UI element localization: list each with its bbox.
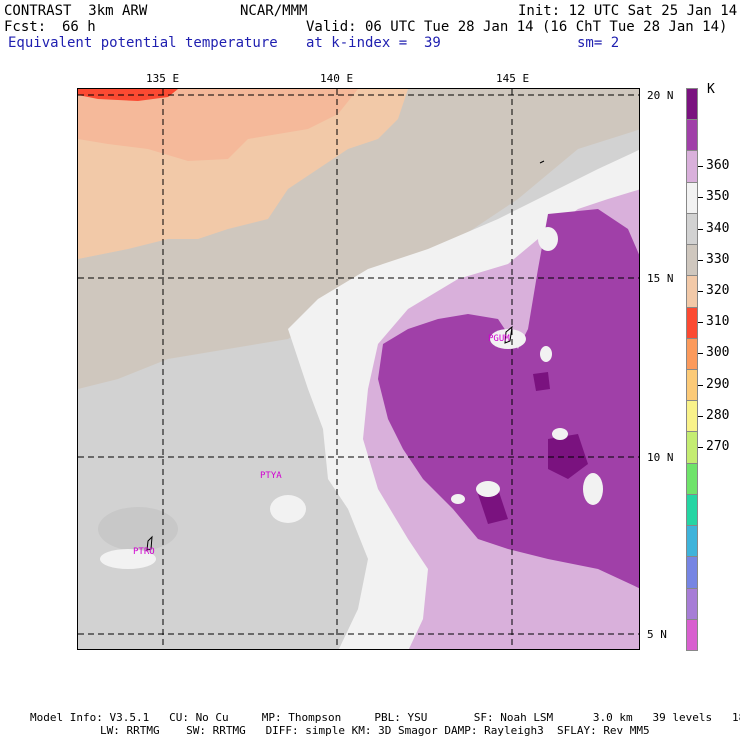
lat-lon-grid bbox=[78, 89, 639, 649]
footer-model-info: Model Info: V3.5.1 CU: No Cu MP: Thompso… bbox=[30, 711, 740, 724]
legend-swatch bbox=[686, 587, 698, 620]
legend-swatch bbox=[686, 525, 698, 558]
level-label: at k-index = 39 bbox=[306, 35, 441, 51]
field-grey-blob-1 bbox=[98, 507, 178, 551]
lat-label-20: 20 N bbox=[647, 89, 674, 102]
field-island-1 bbox=[490, 329, 526, 349]
legend-swatch bbox=[686, 306, 698, 339]
lat-label-15: 15 N bbox=[647, 272, 674, 285]
footer-physics-info: LW: RRTMG SW: RRTMG DIFF: simple KM: 3D … bbox=[100, 724, 650, 737]
legend-label: 270 bbox=[706, 439, 730, 455]
station-ptya: PTYA bbox=[260, 471, 282, 481]
map-field-svg bbox=[78, 89, 639, 649]
field-island-2 bbox=[540, 346, 552, 362]
coastline-small-1 bbox=[539, 160, 545, 164]
legend-tick bbox=[698, 259, 703, 261]
legend-swatch bbox=[686, 618, 698, 651]
legend-unit: K bbox=[707, 82, 715, 97]
legend-swatch bbox=[686, 181, 698, 214]
legend-swatch bbox=[686, 119, 698, 152]
station-pgum: PGUM bbox=[488, 334, 510, 344]
legend-tick bbox=[698, 384, 703, 386]
smoothing-label: sm= 2 bbox=[577, 35, 620, 51]
field-island-6 bbox=[538, 227, 558, 251]
legend-label: 340 bbox=[706, 220, 730, 236]
field-dark-patch-3 bbox=[533, 372, 550, 391]
model-title: CONTRAST 3km ARW bbox=[4, 3, 148, 19]
legend-swatch bbox=[686, 212, 698, 246]
field-island-5 bbox=[552, 428, 568, 440]
legend-swatch bbox=[686, 462, 698, 495]
coastline-guam bbox=[504, 325, 513, 344]
legend-tick bbox=[698, 166, 703, 168]
legend-swatch bbox=[686, 493, 698, 527]
valid-time: Valid: 06 UTC Tue 28 Jan 14 (16 ChT Tue … bbox=[306, 19, 728, 35]
legend-tick bbox=[698, 353, 703, 355]
legend-swatch bbox=[686, 244, 698, 277]
field-salmon-region bbox=[78, 89, 358, 161]
field-grey-blob-3 bbox=[100, 549, 156, 569]
lon-label-135: 135 E bbox=[146, 72, 180, 85]
field-dark-patch-2 bbox=[478, 489, 508, 524]
legend-label: 310 bbox=[706, 314, 730, 330]
legend-tick bbox=[698, 197, 703, 199]
coastline-palau bbox=[146, 535, 153, 551]
legend-label: 330 bbox=[706, 251, 730, 267]
legend-swatch bbox=[686, 150, 698, 183]
legend-swatch bbox=[686, 337, 698, 370]
init-time: Init: 12 UTC Sat 25 Jan 14 bbox=[518, 3, 738, 19]
legend-tick bbox=[698, 447, 703, 449]
lat-label-5: 5 N bbox=[647, 628, 667, 641]
field-name: Equivalent potential temperature bbox=[8, 35, 278, 51]
legend-swatch bbox=[686, 275, 698, 308]
legend-swatch bbox=[686, 556, 698, 589]
field-purple-core bbox=[378, 209, 639, 589]
field-island-3 bbox=[476, 481, 500, 497]
legend-label: 300 bbox=[706, 345, 730, 361]
legend-tick bbox=[698, 322, 703, 324]
forecast-label: Fcst: bbox=[4, 19, 47, 35]
station-ptro: PTRO bbox=[133, 547, 155, 557]
legend-swatch bbox=[686, 88, 698, 121]
institution-label: NCAR/MMM bbox=[240, 3, 308, 19]
legend-label: 350 bbox=[706, 189, 730, 205]
legend-swatch bbox=[686, 400, 698, 433]
legend-swatch bbox=[686, 369, 698, 402]
legend-swatch bbox=[686, 431, 698, 464]
lon-label-145: 145 E bbox=[496, 72, 530, 85]
legend-tick bbox=[698, 228, 703, 230]
lon-label-140: 140 E bbox=[320, 72, 354, 85]
legend-label: 290 bbox=[706, 376, 730, 392]
legend-label: 280 bbox=[706, 407, 730, 423]
legend-tick bbox=[698, 415, 703, 417]
field-grey-blob-2 bbox=[270, 495, 306, 523]
legend-label: 360 bbox=[706, 158, 730, 174]
legend-label: 320 bbox=[706, 282, 730, 298]
legend-tick bbox=[698, 290, 703, 292]
field-island-4 bbox=[583, 473, 603, 505]
forecast-hour: 66 h bbox=[62, 19, 96, 35]
lat-label-10: 10 N bbox=[647, 451, 674, 464]
theta-e-map: PGUM PTYA PTRO bbox=[77, 88, 640, 650]
field-island-7 bbox=[451, 494, 465, 504]
